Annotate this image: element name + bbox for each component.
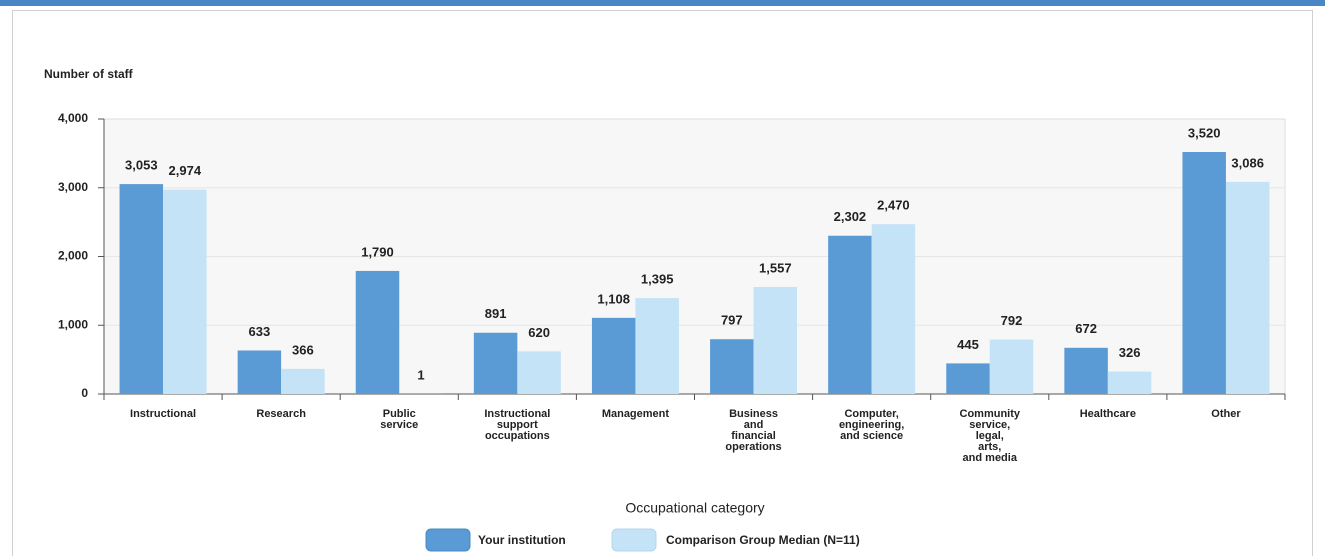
- value-label: 797: [721, 313, 743, 328]
- bar: [591, 317, 636, 394]
- y-tick-label: 0: [81, 386, 88, 400]
- value-label: 2,974: [169, 163, 202, 178]
- y-tick-label: 2,000: [58, 249, 88, 263]
- y-tick-label: 3,000: [58, 180, 88, 194]
- x-tick-label: Community service, legal, arts, and media: [960, 408, 1021, 464]
- value-label: 3,086: [1231, 155, 1264, 170]
- bar: [635, 298, 679, 394]
- bar: [517, 351, 561, 394]
- x-tick-label: Other: [1211, 408, 1241, 420]
- x-tick-label: Research: [256, 408, 306, 420]
- value-label: 3,520: [1188, 125, 1221, 140]
- bar: [828, 235, 872, 394]
- bar: [281, 368, 325, 394]
- x-tick-label: Instructional: [130, 408, 196, 420]
- value-label: 1,557: [759, 260, 792, 275]
- x-tick-label: Management: [602, 408, 670, 420]
- y-axis-title: Number of staff: [44, 67, 134, 81]
- value-label: 792: [1001, 313, 1023, 328]
- value-label: 672: [1075, 321, 1097, 336]
- x-tick-label: Business and financial operations: [725, 408, 781, 453]
- value-label: 326: [1119, 345, 1141, 360]
- value-label: 2,470: [877, 198, 910, 213]
- bar: [237, 350, 282, 394]
- legend-swatch: [611, 528, 657, 552]
- value-label: 2,302: [834, 209, 867, 224]
- value-label: 1: [417, 367, 424, 382]
- bar: [1064, 347, 1108, 394]
- bar: [871, 224, 916, 394]
- bar: [710, 339, 754, 394]
- legend-label: Your institution: [478, 533, 566, 547]
- top-bar: [0, 0, 1325, 6]
- y-tick-label: 4,000: [58, 111, 88, 125]
- bar: [163, 189, 207, 394]
- bar: [753, 286, 798, 394]
- value-label: 3,053: [125, 158, 158, 173]
- value-label: 633: [249, 324, 271, 339]
- x-tick-label: Public service: [380, 408, 418, 431]
- bar: [1107, 371, 1152, 394]
- x-tick-label: Computer, engineering, and science: [839, 408, 904, 442]
- value-label: 445: [957, 337, 979, 352]
- value-label: 1,790: [361, 244, 394, 259]
- legend-label: Comparison Group Median (N=11): [666, 533, 860, 547]
- bar: [989, 339, 1034, 394]
- value-label: 891: [485, 306, 507, 321]
- x-axis-title: Occupational category: [625, 500, 764, 516]
- bar: [1225, 181, 1270, 394]
- x-tick-label: Instructional support occupations: [484, 408, 550, 442]
- bar: [1182, 152, 1226, 394]
- x-tick-label: Healthcare: [1080, 408, 1136, 420]
- bar: [946, 363, 990, 394]
- bar: [355, 270, 400, 394]
- bar: [119, 184, 164, 394]
- value-label: 1,108: [597, 291, 630, 306]
- bar: [473, 332, 518, 394]
- value-label: 366: [292, 342, 314, 357]
- y-tick-label: 1,000: [58, 317, 88, 331]
- legend-swatch: [425, 528, 471, 552]
- value-label: 1,395: [641, 272, 674, 287]
- value-label: 620: [528, 325, 550, 340]
